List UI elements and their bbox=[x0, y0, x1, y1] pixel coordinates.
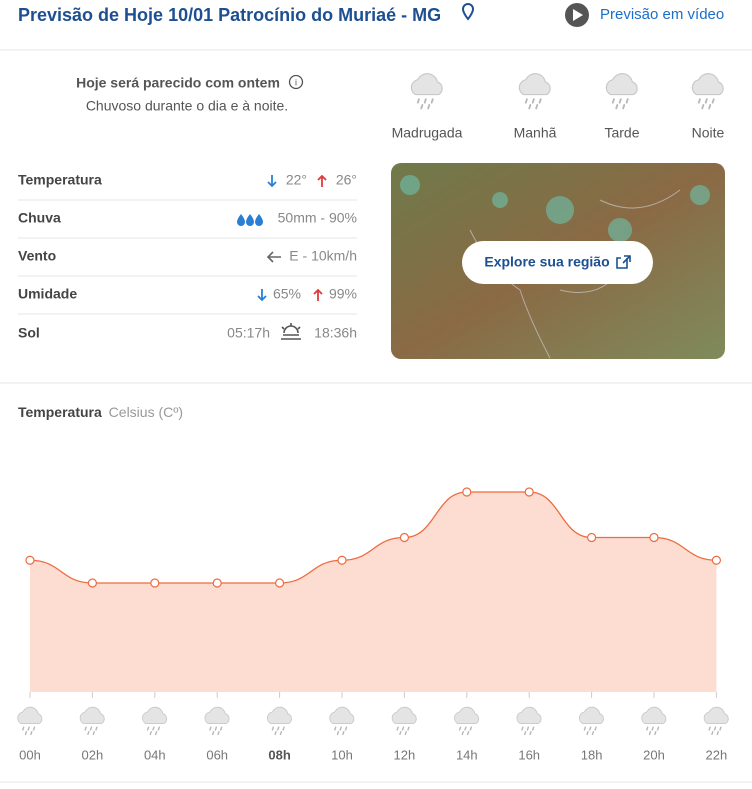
x-tick-label: 14h bbox=[456, 747, 478, 762]
arrow-up-icon bbox=[317, 174, 327, 187]
rain-icon bbox=[17, 706, 43, 736]
explore-button-label: Explore sua região bbox=[484, 254, 609, 270]
rain-icon bbox=[516, 706, 542, 736]
video-link[interactable]: Previsão em vídeo bbox=[600, 6, 724, 23]
arrow-up-icon bbox=[313, 288, 323, 301]
point bbox=[711, 555, 722, 565]
point bbox=[275, 578, 285, 588]
period-label: Madrugada bbox=[392, 125, 463, 141]
chart-subtitle: Celsius (Cº) bbox=[109, 404, 183, 420]
point bbox=[150, 578, 160, 588]
arrow-down-icon bbox=[267, 175, 277, 188]
detail-value: 26° bbox=[336, 172, 357, 188]
drop-icon bbox=[237, 214, 245, 226]
x-tick-label: 00h bbox=[19, 747, 41, 762]
point bbox=[649, 532, 659, 543]
external-icon bbox=[616, 255, 631, 269]
detail-label: Sol bbox=[18, 325, 40, 341]
x-tick-label: 08h bbox=[268, 747, 290, 762]
x-tick-label: 04h bbox=[144, 747, 166, 762]
play-triangle bbox=[573, 9, 583, 21]
point bbox=[586, 532, 597, 543]
period-label: Noite bbox=[692, 125, 725, 141]
arrow-left-icon bbox=[266, 251, 281, 263]
map-clouds bbox=[400, 175, 710, 242]
rain-icon bbox=[329, 706, 355, 736]
rain-icon bbox=[605, 72, 639, 110]
detail-value: 18:36h bbox=[314, 325, 357, 341]
detail-value: 05:17h bbox=[227, 325, 270, 341]
x-tick-label: 02h bbox=[82, 747, 104, 762]
detail-value: E - 10km/h bbox=[289, 248, 357, 264]
rain-icon bbox=[410, 72, 444, 110]
drop-icon bbox=[246, 214, 254, 226]
rain-icon bbox=[703, 706, 729, 736]
point bbox=[337, 555, 347, 565]
rain-icon bbox=[578, 706, 605, 736]
period-label: Manhã bbox=[514, 125, 557, 141]
rain-icon bbox=[204, 706, 230, 736]
pin-icon bbox=[461, 3, 475, 21]
x-tick-label: 06h bbox=[206, 747, 228, 762]
detail-value: 50mm - 90% bbox=[278, 210, 357, 226]
point bbox=[524, 487, 534, 497]
detail-value: 22° bbox=[286, 172, 307, 188]
rain-icon bbox=[141, 706, 168, 736]
page-title: Previsão de Hoje 10/01 Patrocínio do Mur… bbox=[18, 5, 441, 25]
info-icon-glyph: i bbox=[295, 77, 297, 87]
point bbox=[462, 487, 472, 497]
summary-headline: Hoje será parecido com ontem bbox=[76, 75, 280, 91]
detail-label: Temperatura bbox=[18, 172, 102, 188]
rain-icon bbox=[518, 72, 552, 110]
info-icon[interactable] bbox=[288, 74, 304, 90]
period-label: Tarde bbox=[604, 125, 639, 141]
detail-value: 99% bbox=[329, 286, 357, 302]
x-tick-label: 10h bbox=[331, 747, 353, 762]
area-fill bbox=[30, 492, 717, 692]
chart-title-main: Temperatura bbox=[18, 404, 102, 420]
point bbox=[25, 555, 35, 565]
rain-icon bbox=[453, 706, 480, 736]
x-tick-label: 16h bbox=[518, 747, 540, 762]
sunrise-icon bbox=[281, 323, 301, 340]
chart-title: Temperatura Celsius (Cº) bbox=[18, 404, 183, 420]
drop-icon bbox=[255, 214, 263, 226]
detail-label: Vento bbox=[18, 248, 56, 264]
point bbox=[399, 532, 409, 543]
rain-icon bbox=[266, 706, 293, 736]
x-tick-label: 12h bbox=[394, 747, 416, 762]
rain-icon bbox=[641, 706, 667, 736]
x-tick-label: 22h bbox=[706, 747, 728, 762]
detail-label: Umidade bbox=[18, 286, 77, 302]
rain-icon bbox=[691, 72, 725, 110]
rain-icon bbox=[79, 706, 105, 736]
detail-label: Chuva bbox=[18, 210, 61, 226]
x-tick-label: 18h bbox=[581, 747, 603, 762]
rain-icon bbox=[391, 706, 417, 736]
point bbox=[212, 578, 222, 588]
x-tick-label: 20h bbox=[643, 747, 665, 762]
point bbox=[87, 578, 98, 588]
arrow-down-icon bbox=[257, 289, 267, 302]
detail-value: 65% bbox=[273, 286, 301, 302]
explore-button[interactable] bbox=[462, 241, 653, 284]
summary-text: Chuvoso durante o dia e à noite. bbox=[86, 98, 288, 114]
